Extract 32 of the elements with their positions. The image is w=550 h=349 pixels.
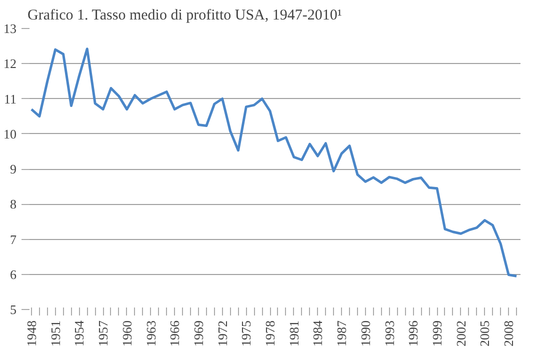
x-tick-label: 1957 (96, 320, 111, 346)
x-tick-label: 1993 (382, 320, 397, 346)
y-tick-label: 6 (10, 266, 17, 282)
x-tick-label: 2005 (477, 320, 492, 346)
y-tick-label: 11 (4, 91, 17, 106)
x-tick-label: 1960 (119, 320, 134, 346)
x-tick-label: 2008 (501, 320, 516, 346)
y-tick-label: 12 (4, 56, 16, 72)
y-tick-label: 10 (4, 126, 16, 142)
x-tick-label: 1999 (430, 320, 445, 346)
chart-title: Grafico 1. Tasso medio di profitto USA, 1947-2010¹ (28, 8, 342, 24)
y-tick-label: 7 (10, 232, 17, 247)
x-tick-label: 1984 (310, 320, 326, 346)
x-tick-label: 1963 (143, 320, 158, 346)
x-tick-label: 2002 (453, 320, 468, 346)
x-tick-label: 1987 (334, 320, 350, 346)
x-tick-label: 1972 (214, 320, 230, 346)
x-tick-label: 1966 (167, 320, 182, 346)
y-tick-label: 8 (10, 196, 16, 212)
x-tick-label: 1978 (262, 320, 278, 346)
line-series (30, 48, 518, 278)
x-tick-label: 1990 (358, 320, 373, 346)
x-tick-label: 1948 (24, 320, 39, 346)
x-tick-label: 1969 (190, 320, 206, 346)
y-tick-label: 13 (4, 21, 16, 36)
x-tick-label: 1981 (286, 320, 302, 346)
x-tick-label: 1996 (406, 320, 421, 346)
y-tick-label: 9 (10, 162, 16, 176)
x-tick-label: 1954 (72, 320, 87, 346)
x-tick-label: 1951 (48, 320, 63, 346)
y-tick-label: 5 (10, 302, 16, 317)
x-tick-label: 1975 (238, 320, 254, 346)
